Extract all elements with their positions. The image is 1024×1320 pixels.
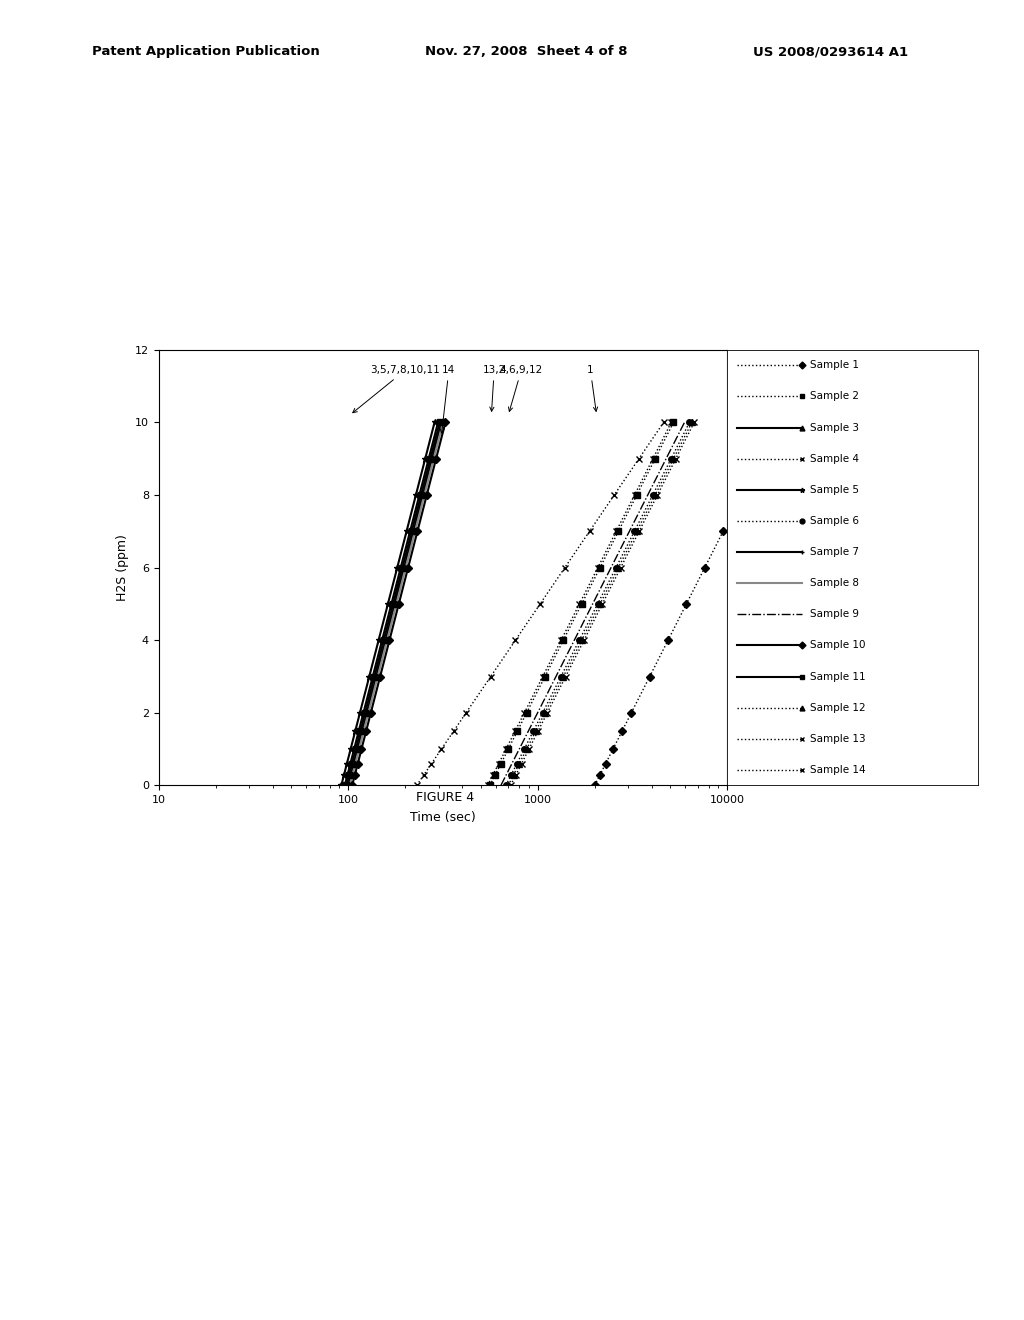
Text: FIGURE 4: FIGURE 4 — [417, 791, 474, 804]
Text: Sample 14: Sample 14 — [810, 764, 865, 775]
X-axis label: Time (sec): Time (sec) — [410, 810, 476, 824]
Text: Sample 7: Sample 7 — [810, 546, 859, 557]
Text: Patent Application Publication: Patent Application Publication — [92, 45, 319, 58]
Text: Sample 3: Sample 3 — [810, 422, 859, 433]
Text: 14: 14 — [440, 366, 456, 433]
Text: Nov. 27, 2008  Sheet 4 of 8: Nov. 27, 2008 Sheet 4 of 8 — [425, 45, 628, 58]
Text: 3,5,7,8,10,11: 3,5,7,8,10,11 — [353, 366, 440, 413]
Text: 4,6,9,12: 4,6,9,12 — [500, 366, 543, 412]
Text: Sample 4: Sample 4 — [810, 454, 859, 463]
Text: Sample 1: Sample 1 — [810, 360, 859, 371]
Text: 13,2: 13,2 — [482, 366, 506, 412]
Text: Sample 10: Sample 10 — [810, 640, 865, 651]
Text: Sample 8: Sample 8 — [810, 578, 859, 589]
Text: Sample 13: Sample 13 — [810, 734, 865, 743]
Text: Sample 9: Sample 9 — [810, 610, 859, 619]
Text: Sample 2: Sample 2 — [810, 392, 859, 401]
Text: Sample 12: Sample 12 — [810, 702, 865, 713]
Text: 1: 1 — [587, 366, 598, 412]
Text: Sample 5: Sample 5 — [810, 484, 859, 495]
Text: Sample 6: Sample 6 — [810, 516, 859, 525]
Text: US 2008/0293614 A1: US 2008/0293614 A1 — [753, 45, 907, 58]
Y-axis label: H2S (ppm): H2S (ppm) — [117, 535, 129, 601]
Text: Sample 11: Sample 11 — [810, 672, 865, 681]
